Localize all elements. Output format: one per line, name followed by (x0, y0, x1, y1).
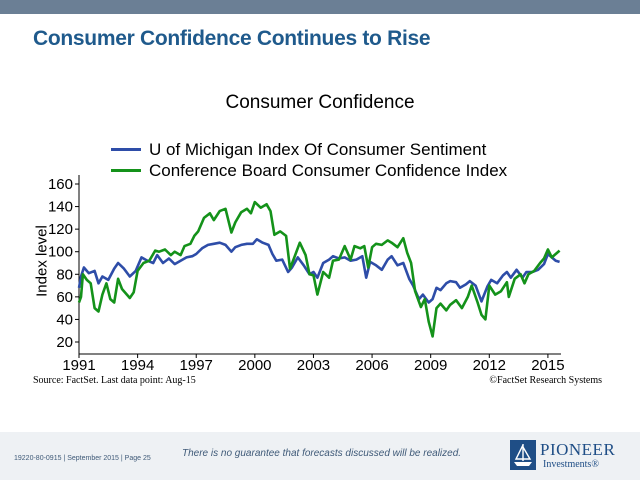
x-tick-label: 2012 (473, 357, 506, 374)
logo-subtitle: Investments® (543, 459, 599, 470)
y-tick-label: 100 (48, 244, 73, 261)
legend-swatch-conference-board (111, 169, 141, 172)
top-banner (0, 0, 640, 14)
y-tick-label: 40 (56, 311, 73, 328)
legend-label-conference-board: Conference Board Consumer Confidence Ind… (149, 160, 508, 180)
legend-label-michigan: U of Michigan Index Of Consumer Sentimen… (149, 139, 487, 159)
x-tick-label: 2015 (531, 357, 564, 374)
source-note: Source: FactSet. Last data point: Aug-15 (33, 375, 196, 386)
pioneer-logo: PIONEER Investments® (510, 440, 620, 472)
x-tick-label: 2003 (297, 357, 330, 374)
chart-title: Consumer Confidence (225, 92, 415, 113)
y-tick-label: 80 (56, 266, 73, 283)
x-tick-label: 2009 (414, 357, 447, 374)
legend-item-michigan: U of Michigan Index Of Consumer Sentimen… (111, 139, 507, 160)
y-tick-label: 160 (48, 176, 73, 193)
copyright-note: ©FactSet Research Systems (489, 375, 602, 386)
legend-item-conference-board: Conference Board Consumer Confidence Ind… (111, 160, 507, 181)
slide-title: Consumer Confidence Continues to Rise (33, 27, 431, 50)
ship-mark-icon (510, 440, 536, 470)
y-tick-label: 140 (48, 199, 73, 216)
legend-swatch-michigan (111, 148, 141, 151)
chart-legend: U of Michigan Index Of Consumer Sentimen… (111, 139, 507, 181)
logo-wordmark: PIONEER (540, 440, 616, 459)
y-tick-label: 60 (56, 289, 73, 306)
series-line-conference-board (77, 200, 561, 338)
x-tick-label: 1991 (62, 357, 95, 374)
x-tick-label: 1994 (121, 357, 154, 374)
forecast-disclaimer: There is no guarantee that forecasts dis… (182, 448, 462, 459)
y-tick-label: 20 (56, 334, 73, 351)
x-tick-label: 2006 (355, 357, 388, 374)
series-line-michigan (77, 238, 560, 304)
x-tick-label: 1997 (180, 357, 213, 374)
x-tick-label: 2000 (238, 357, 271, 374)
chart-panel (28, 78, 612, 400)
footer-reference: 19220-80-0915 | September 2015 | Page 25 (14, 455, 151, 462)
y-tick-label: 120 (48, 221, 73, 238)
